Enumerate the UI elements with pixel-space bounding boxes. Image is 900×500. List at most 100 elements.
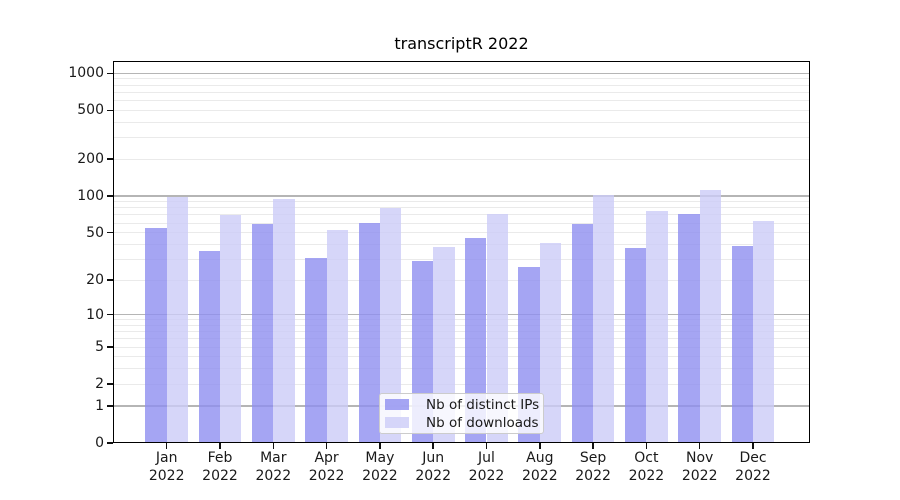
x-tick-mar [272,443,275,449]
y-tick-label-500: 500 [77,102,104,119]
gridline-minor-800 [113,84,810,86]
legend-label-downloads: Nb of downloads [426,414,539,431]
y-tick-label-1: 1 [95,397,104,414]
legend-label-distinct-ips: Nb of distinct IPs [426,396,540,413]
bar-downloads-feb [220,214,242,443]
bar-downloads-dec [753,221,775,443]
plot-area [113,61,810,443]
gridline-minor-600 [113,100,810,102]
y-tick-label-100: 100 [77,188,104,205]
legend-row-downloads: Nb of downloads [380,414,543,431]
bar-distinct-ips-jan [145,227,167,443]
bar-distinct-ips-may [358,223,380,443]
y-tick-1 [107,405,113,407]
x-tick-aug [539,443,541,449]
bar-downloads-apr [326,229,348,443]
x-tick-label-sep: Sep 2022 [575,450,611,484]
gridline-minor-20 [113,279,810,281]
gridline-major-10 [113,313,810,316]
gridline-minor-2 [113,383,810,385]
bar-downloads-nov [699,190,722,443]
y-tick-500 [107,109,113,112]
gridline-minor-80 [113,207,810,209]
bar-distinct-ips-nov [678,214,700,443]
x-tick-jan [165,443,168,449]
y-tick-label-5: 5 [95,339,104,356]
x-tick-label-oct: Oct 2022 [628,450,665,484]
y-tick-label-2: 2 [95,376,104,393]
x-tick-label-mar: Mar 2022 [255,450,292,484]
gridline-minor-30 [113,258,810,260]
gridline-minor-8 [113,324,810,326]
bar-downloads-aug [539,242,562,443]
gridline-minor-90 [113,201,810,203]
x-tick-dec [752,443,754,449]
x-tick-label-may: May 2022 [362,450,398,484]
gridline-minor-5 [113,346,810,348]
x-tick-feb [219,443,221,449]
gridline-minor-3 [113,368,810,370]
x-tick-oct [645,443,648,449]
gridline-minor-4 [113,356,810,358]
gridline-minor-200 [113,158,810,160]
y-tick-5 [107,346,113,348]
x-tick-jul [485,443,488,449]
legend-swatch-downloads [385,417,409,428]
bar-distinct-ips-feb [198,251,220,443]
y-tick-100 [107,195,113,197]
x-tick-label-aug: Aug 2022 [521,450,558,484]
legend-row-distinct-ips: Nb of distinct IPs [380,396,543,413]
x-tick-label-dec: Dec 2022 [735,450,771,484]
y-tick-label-20: 20 [86,272,104,289]
gridline-major-1000 [113,72,810,75]
y-tick-1000 [107,72,113,75]
bar-downloads-may [379,207,402,443]
x-tick-label-jun: Jun 2022 [415,450,451,484]
legend-swatch-distinct-ips [385,399,409,410]
bar-downloads-oct [646,211,668,443]
legend: Nb of distinct IPs Nb of downloads [379,393,544,434]
x-tick-apr [325,443,328,449]
gridline-minor-500 [113,109,810,111]
gridline-minor-40 [113,243,810,245]
bar-downloads-jul [486,214,508,443]
y-tick-label-0: 0 [95,435,104,451]
y-tick-20 [107,279,113,281]
bar-distinct-ips-sep [571,223,594,443]
bar-distinct-ips-apr [305,257,327,443]
x-tick-label-feb: Feb 2022 [202,450,238,484]
gridline-minor-900 [113,78,810,80]
x-tick-jun [432,443,434,449]
chart-title: transcriptR 2022 [394,34,529,53]
bar-downloads-jan [166,197,189,443]
bar-distinct-ips-jul [465,238,487,443]
gridline-minor-7 [113,331,810,333]
x-tick-label-nov: Nov 2022 [681,450,718,484]
bar-distinct-ips-oct [625,248,647,443]
bar-downloads-sep [593,195,615,443]
y-tick-label-10: 10 [86,306,104,323]
x-tick-nov [698,443,701,449]
gridline-minor-60 [113,222,810,224]
y-tick-2 [107,383,113,385]
gridline-minor-400 [113,121,810,123]
bar-distinct-ips-mar [251,223,274,443]
y-tick-200 [107,158,113,160]
y-tick-0 [107,442,113,444]
x-tick-label-jan: Jan 2022 [148,450,185,484]
gridline-minor-700 [113,91,810,93]
y-tick-10 [107,313,113,316]
x-tick-may [379,443,381,449]
y-tick-label-200: 200 [77,151,104,168]
y-tick-label-50: 50 [86,224,104,241]
x-tick-label-jul: Jul 2022 [468,450,505,484]
y-tick-50 [107,231,113,234]
x-tick-sep [592,443,594,449]
gridline-minor-9 [113,319,810,321]
gridline-minor-50 [113,232,810,234]
gridline-minor-70 [113,214,810,216]
y-tick-label-1000: 1000 [68,65,104,82]
bar-downloads-mar [273,198,295,443]
gridline-major-100 [113,195,810,197]
